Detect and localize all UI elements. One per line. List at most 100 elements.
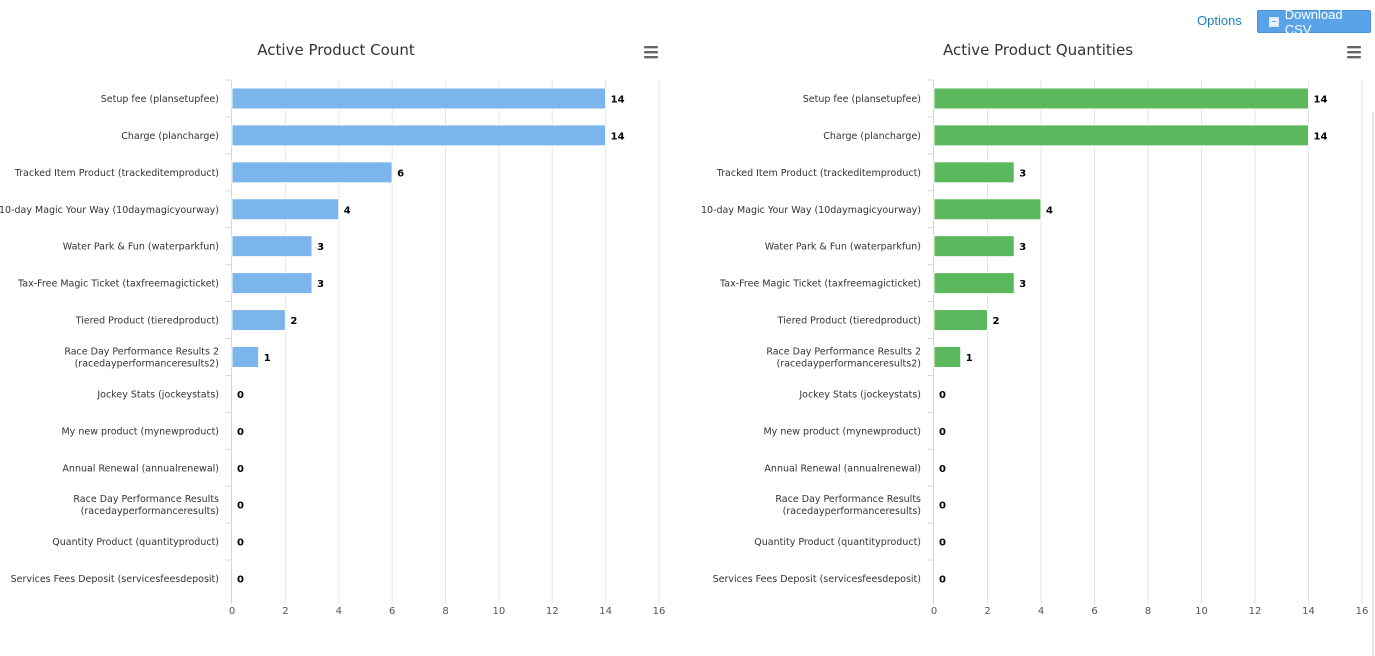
download-csv-label: Download CSV: [1284, 6, 1343, 37]
data-label: 0: [237, 538, 244, 549]
x-tick-label: 4: [1038, 606, 1044, 617]
download-icon: [1269, 16, 1279, 27]
x-tick-label: 12: [546, 606, 559, 617]
x-tick-label: 10: [493, 606, 506, 617]
x-tick-label: 12: [1249, 606, 1262, 617]
chart-title: Active Product Quantities: [943, 41, 1133, 59]
bar: [231, 124, 607, 147]
category-label: Tracked Item Product (trackeditemproduct…: [716, 168, 921, 179]
hamburger-menu-icon[interactable]: [644, 46, 658, 59]
category-label: My new product (mynewproduct): [763, 426, 921, 437]
data-label: 0: [237, 390, 244, 401]
x-tick-label: 10: [1195, 606, 1208, 617]
data-label: 0: [939, 390, 946, 401]
x-tick-label: 16: [653, 606, 666, 617]
category-label: Services Fees Deposit (servicesfeesdepos…: [713, 574, 921, 585]
data-label: 4: [1046, 205, 1053, 216]
scrollbar-track[interactable]: [1372, 112, 1374, 656]
data-label: 14: [611, 94, 625, 105]
category-label: Race Day Performance Results (racedayperf…: [73, 494, 219, 517]
page-toolbar: Options Download CSV: [0, 0, 1375, 40]
bar: [231, 198, 340, 221]
data-label: 0: [939, 575, 946, 586]
category-label: Charge (plancharge): [823, 131, 921, 142]
data-label: 3: [1019, 279, 1026, 290]
data-label: 3: [1019, 242, 1026, 253]
data-label: 6: [397, 168, 404, 179]
category-label: Water Park & Fun (waterparkfun): [63, 242, 219, 253]
bar: [933, 161, 1015, 184]
category-label: Water Park & Fun (waterparkfun): [765, 242, 921, 253]
bar: [933, 345, 962, 368]
data-label: 0: [237, 575, 244, 586]
bar: [231, 345, 260, 368]
active-product-count-chart: Active Product Count 0 2 4 6 8 10 12 14 16 Setup f…: [0, 0, 668, 640]
category-label: Charge (plancharge): [121, 131, 219, 142]
data-label: 1: [966, 353, 973, 364]
x-tick-label: 16: [1356, 606, 1369, 617]
x-tick-label: 0: [229, 606, 235, 617]
category-label: Tax-Free Magic Ticket (taxfreemagicticke…: [719, 279, 921, 290]
category-label: 10-day Magic Your Way (10daymagicyourway…: [701, 205, 921, 216]
category-label: Annual Renewal (annualrenewal): [764, 463, 921, 474]
bar: [231, 272, 313, 295]
data-label: 0: [939, 538, 946, 549]
data-label: 14: [1314, 94, 1328, 105]
x-tick-label: 4: [336, 606, 342, 617]
x-tick-label: 14: [1302, 606, 1315, 617]
data-label: 3: [1019, 168, 1026, 179]
bar: [933, 272, 1015, 295]
x-tick-label: 6: [389, 606, 395, 617]
data-label: 3: [317, 242, 324, 253]
x-tick-label: 8: [442, 606, 448, 617]
category-label: Race Day Performance Results 2 (racedaype…: [766, 346, 921, 369]
category-label: Quantity Product (quantityproduct): [52, 537, 219, 548]
data-label: 0: [237, 427, 244, 438]
bar: [231, 309, 286, 332]
active-product-quantities-chart: Active Product Quantities 0 2 4 6 8 10 12 14 16 Se…: [686, 0, 1370, 640]
category-label: Services Fees Deposit (servicesfeesdepos…: [11, 574, 219, 585]
bar: [933, 235, 1015, 258]
data-label: 0: [939, 464, 946, 475]
download-csv-button[interactable]: Download CSV: [1257, 7, 1371, 37]
data-label: 14: [1314, 131, 1328, 142]
category-label: My new product (mynewproduct): [61, 426, 219, 437]
category-label: Tracked Item Product (trackeditemproduct…: [14, 168, 219, 179]
category-label: Tiered Product (tieredproduct): [777, 316, 921, 327]
data-label: 1: [264, 353, 271, 364]
data-label: 14: [611, 131, 625, 142]
chart-title: Active Product Count: [257, 41, 415, 59]
category-label: Setup fee (plansetupfee): [101, 94, 219, 105]
category-label: Race Day Performance Results (racedayperf…: [775, 494, 921, 517]
bar: [933, 198, 1042, 221]
data-label: 0: [939, 501, 946, 512]
x-tick-label: 14: [599, 606, 612, 617]
x-tick-label: 6: [1091, 606, 1097, 617]
bar: [231, 87, 607, 110]
data-label: 0: [237, 464, 244, 475]
x-tick-label: 2: [282, 606, 288, 617]
data-label: 4: [344, 205, 351, 216]
data-label: 2: [993, 316, 1000, 327]
bar: [933, 87, 1309, 110]
x-tick-label: 2: [984, 606, 990, 617]
options-link[interactable]: Options: [1197, 13, 1242, 28]
data-label: 0: [939, 427, 946, 438]
x-tick-label: 0: [931, 606, 937, 617]
category-label: Tax-Free Magic Ticket (taxfreemagicticke…: [17, 279, 219, 290]
data-label: 2: [290, 316, 297, 327]
hamburger-menu-icon[interactable]: [1347, 46, 1361, 59]
category-label: Quantity Product (quantityproduct): [754, 537, 921, 548]
category-label: Annual Renewal (annualrenewal): [62, 463, 219, 474]
category-label: Tiered Product (tieredproduct): [75, 316, 219, 327]
category-label: Setup fee (plansetupfee): [803, 94, 921, 105]
data-label: 0: [237, 501, 244, 512]
category-label: Jockey Stats (jockeystats): [96, 389, 219, 400]
category-label: 10-day Magic Your Way (10daymagicyourway…: [0, 205, 219, 216]
bar: [933, 124, 1309, 147]
bar: [231, 161, 393, 184]
category-label: Jockey Stats (jockeystats): [798, 389, 921, 400]
data-label: 3: [317, 279, 324, 290]
